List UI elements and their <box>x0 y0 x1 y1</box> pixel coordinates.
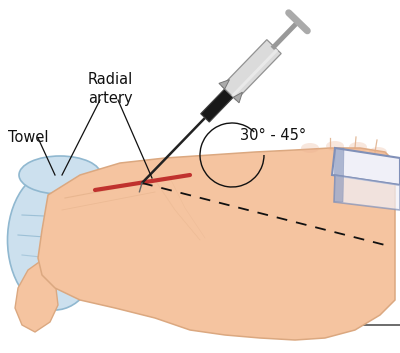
Text: 30° - 45°: 30° - 45° <box>240 128 306 143</box>
Ellipse shape <box>349 142 367 152</box>
Ellipse shape <box>326 141 344 151</box>
Polygon shape <box>334 148 344 202</box>
Polygon shape <box>222 40 281 100</box>
Text: Towel: Towel <box>8 131 48 145</box>
Ellipse shape <box>8 170 102 310</box>
Polygon shape <box>334 175 400 210</box>
Ellipse shape <box>369 147 387 157</box>
Polygon shape <box>219 80 230 89</box>
Ellipse shape <box>301 143 319 153</box>
Polygon shape <box>233 92 242 103</box>
Text: Radial
artery: Radial artery <box>87 72 133 106</box>
Polygon shape <box>332 148 400 185</box>
Polygon shape <box>15 260 58 332</box>
Polygon shape <box>38 148 395 340</box>
Polygon shape <box>231 49 278 97</box>
Polygon shape <box>201 89 233 122</box>
Ellipse shape <box>19 156 101 194</box>
